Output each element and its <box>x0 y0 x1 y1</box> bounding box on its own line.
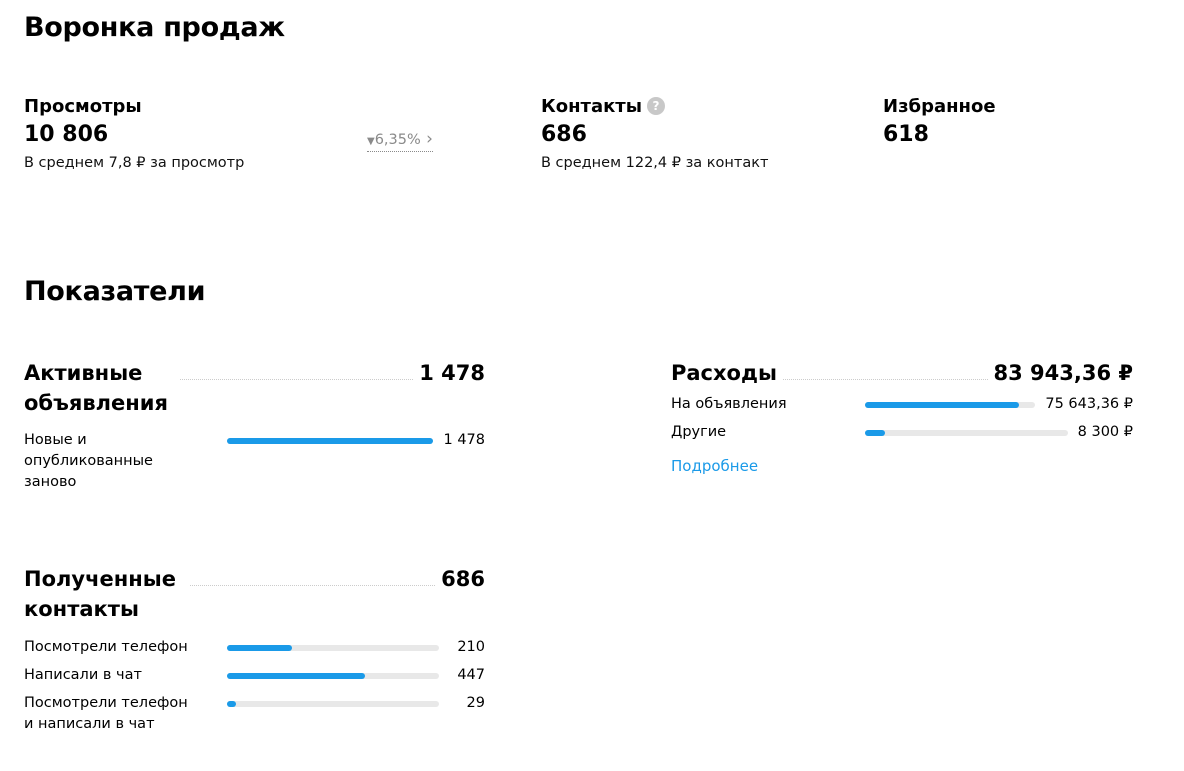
metric-card: Полученные контакты 686 Посмотрели телефон… <box>24 564 485 735</box>
card-total: 1 478 <box>419 361 485 385</box>
row-value: 75 643,36 ₽ <box>1045 396 1133 412</box>
bar-track <box>227 701 439 707</box>
card-rows: На объявления 75 643,36 ₽ Другие 8 300 ₽ <box>671 394 1133 443</box>
row-value: 8 300 ₽ <box>1077 424 1133 440</box>
row-value: 447 <box>457 667 485 683</box>
details-link[interactable]: Подробнее <box>671 457 759 475</box>
card-rows: Новые и опубликованные заново 1 478 <box>24 430 485 493</box>
row-label: Написали в чат <box>24 667 142 683</box>
funnel-label: Контакты? <box>541 92 768 120</box>
funnel-item: Контакты? 686 В среднем 122,4 ₽ за контакт <box>541 92 769 172</box>
funnel-label-text: Просмотры <box>24 95 142 117</box>
funnel-value: 618 <box>883 122 929 147</box>
row-value: 210 <box>457 639 485 655</box>
metric-row: Новые и опубликованные заново 1 478 <box>24 430 485 493</box>
chevron: › <box>420 129 433 149</box>
funnel-value: 686 <box>541 122 587 147</box>
funnel-label: Избранное <box>883 92 996 120</box>
card-header: Полученные контакты 686 <box>24 564 485 624</box>
bar-track <box>865 430 1068 436</box>
leader-line <box>180 358 414 380</box>
metric-card: Расходы 83 943,36 ₽ На объявления 75 643,36… <box>671 358 1133 475</box>
row-label: Другие <box>671 424 727 440</box>
card-header: Активные объявления 1 478 <box>24 358 485 418</box>
row-label: Посмотрели телефон и написали в чат <box>24 695 188 732</box>
funnel-note: В среднем 122,4 ₽ за контакт <box>541 155 769 171</box>
help-icon[interactable]: ? <box>647 97 666 115</box>
metric-card: Активные объявления 1 478 Новые и опублико… <box>24 358 485 493</box>
row-label: Посмотрели телефон <box>24 639 188 655</box>
row-label: Новые и опубликованные заново <box>24 432 153 490</box>
bar-fill <box>227 438 434 444</box>
change-value: 6,35% <box>374 132 421 148</box>
bar-fill <box>865 402 1019 408</box>
card-rows: Посмотрели телефон 210 Написали в чат 447 По… <box>24 637 485 735</box>
section-title: Показатели <box>24 276 206 307</box>
row-value: 1 478 <box>443 432 485 448</box>
bar-fill <box>227 701 236 707</box>
bar-track <box>227 438 434 444</box>
metric-row: Посмотрели телефон и написали в чат 29 <box>24 693 485 735</box>
card-title: Полученные контакты <box>24 567 176 621</box>
change-link[interactable]: ▼6,35% › <box>367 129 433 152</box>
row-label: На объявления <box>671 396 787 412</box>
card-title: Расходы <box>671 361 777 385</box>
funnel-value: 10 806 <box>24 122 109 147</box>
bar-track <box>865 402 1036 408</box>
bar-fill <box>227 645 292 651</box>
leader-line <box>782 358 988 380</box>
filter-icon: ▼ <box>367 136 375 147</box>
bar-fill <box>227 673 366 679</box>
funnel-label-text: Контакты <box>541 95 643 117</box>
funnel-label: Просмотры <box>24 92 244 120</box>
card-total: 83 943,36 ₽ <box>993 361 1134 385</box>
metric-row: На объявления 75 643,36 ₽ <box>671 394 1133 415</box>
card-total: 686 <box>441 567 485 591</box>
funnel-item: Избранное 618 <box>883 92 996 148</box>
funnel-label-text: Избранное <box>883 95 996 117</box>
page-title: Воронка продаж <box>24 12 285 43</box>
metric-row: Другие 8 300 ₽ <box>671 422 1133 443</box>
bar-track <box>227 673 439 679</box>
bar-fill <box>865 430 886 436</box>
row-value: 29 <box>466 695 485 711</box>
leader-line <box>190 564 436 586</box>
card-header: Расходы 83 943,36 ₽ <box>671 358 1133 388</box>
metric-row: Написали в чат 447 <box>24 665 485 686</box>
funnel-note: В среднем 7,8 ₽ за просмотр <box>24 155 245 171</box>
bar-track <box>227 645 439 651</box>
card-title: Активные объявления <box>24 361 168 415</box>
metric-row: Посмотрели телефон 210 <box>24 637 485 658</box>
funnel-item: Просмотры 10 806 В среднем 7,8 ₽ за просмо… <box>24 92 245 172</box>
